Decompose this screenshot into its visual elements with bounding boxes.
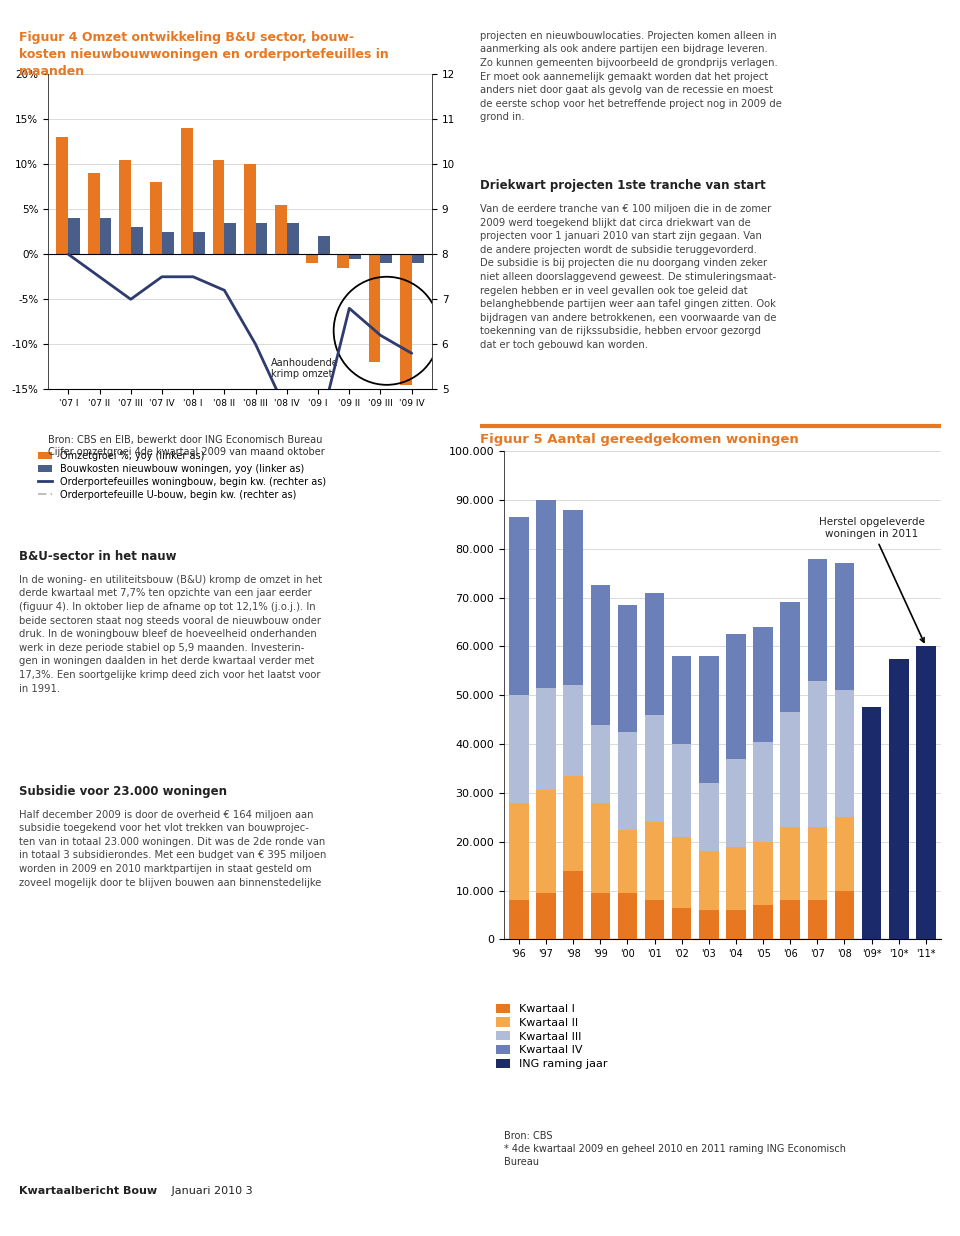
Bar <box>699 656 719 784</box>
Bar <box>400 255 412 384</box>
Bar <box>349 255 361 258</box>
Bar <box>726 759 746 847</box>
Bar <box>537 499 556 688</box>
Text: Driekwart projecten 1ste tranche van start: Driekwart projecten 1ste tranche van sta… <box>480 179 766 193</box>
Bar <box>131 227 143 255</box>
Bar <box>590 724 611 802</box>
Bar <box>617 732 637 829</box>
Text: Aanhoudende
krimp omzet: Aanhoudende krimp omzet <box>272 357 339 379</box>
Bar <box>412 255 423 263</box>
Bar <box>337 255 349 268</box>
Bar <box>181 129 193 255</box>
Bar <box>780 712 800 827</box>
Bar <box>537 892 556 939</box>
Bar <box>834 817 854 890</box>
Bar <box>564 871 583 939</box>
Text: Bron: CBS en EIB, bewerkt door ING Economisch Bureau
Cijfer omzetgroei 4de kwart: Bron: CBS en EIB, bewerkt door ING Econo… <box>48 435 324 456</box>
Bar <box>916 646 936 939</box>
Bar <box>509 900 529 939</box>
Bar <box>369 255 380 362</box>
Bar <box>780 827 800 900</box>
Bar <box>162 231 174 255</box>
Text: In de woning- en utiliteitsbouw (B&U) kromp de omzet in het
derde kwartaal met 7: In de woning- en utiliteitsbouw (B&U) kr… <box>19 575 323 693</box>
Bar <box>862 707 881 939</box>
Bar <box>780 900 800 939</box>
Bar <box>87 173 100 255</box>
Bar <box>68 219 80 255</box>
Bar <box>57 137 68 255</box>
Bar <box>380 255 393 263</box>
Text: Herstel opgeleverde
woningen in 2011: Herstel opgeleverde woningen in 2011 <box>819 518 924 643</box>
Bar <box>590 892 611 939</box>
Bar <box>889 659 908 939</box>
Bar <box>193 231 205 255</box>
Bar <box>726 847 746 910</box>
Text: Bron: CBS
* 4de kwartaal 2009 en geheel 2010 en 2011 raming ING Economisch
Burea: Bron: CBS * 4de kwartaal 2009 en geheel … <box>504 1131 846 1167</box>
Text: B&U-sector in het nauw: B&U-sector in het nauw <box>19 550 177 564</box>
Bar <box>509 695 529 802</box>
Bar <box>617 829 637 892</box>
Bar <box>807 559 828 681</box>
Bar <box>509 802 529 900</box>
Bar <box>275 205 287 255</box>
Bar <box>306 255 318 263</box>
Bar <box>672 656 691 744</box>
Bar <box>645 822 664 900</box>
Bar <box>754 842 773 905</box>
Bar <box>255 222 268 255</box>
Bar <box>645 714 664 822</box>
Bar <box>100 219 111 255</box>
Bar <box>617 604 637 732</box>
Bar <box>244 164 255 255</box>
Text: projecten en nieuwbouwlocaties. Projecten komen alleen in
aanmerking als ook and: projecten en nieuwbouwlocaties. Projecte… <box>480 31 781 122</box>
Bar <box>672 907 691 939</box>
Bar <box>862 890 881 939</box>
Bar <box>537 791 556 892</box>
Bar <box>564 776 583 871</box>
Bar <box>645 593 664 714</box>
Bar <box>754 905 773 939</box>
Bar <box>645 900 664 939</box>
Legend: Omzetgroei %, yoy (linker as), Bouwkosten nieuwbouw woningen, yoy (linker as), O: Omzetgroei %, yoy (linker as), Bouwkoste… <box>37 451 326 499</box>
Bar <box>780 602 800 712</box>
Text: Figuur 4 Omzet ontwikkeling B&U sector, bouw-
kosten nieuwbouwwoningen en orderp: Figuur 4 Omzet ontwikkeling B&U sector, … <box>19 31 389 78</box>
Bar <box>590 586 611 724</box>
Bar <box>834 691 854 817</box>
Bar <box>564 509 583 686</box>
Bar <box>537 688 556 791</box>
Bar <box>699 852 719 910</box>
Bar <box>699 910 719 939</box>
Bar <box>212 159 225 255</box>
Text: Van de eerdere tranche van € 100 miljoen die in de zomer
2009 werd toegekend bli: Van de eerdere tranche van € 100 miljoen… <box>480 204 777 350</box>
Bar <box>754 742 773 842</box>
Text: Half december 2009 is door de overheid € 164 miljoen aan
subsidie toegekend voor: Half december 2009 is door de overheid €… <box>19 810 326 887</box>
Bar <box>225 222 236 255</box>
Bar <box>726 910 746 939</box>
Text: Kwartaalbericht Bouw: Kwartaalbericht Bouw <box>19 1187 157 1196</box>
Bar <box>564 686 583 776</box>
Bar <box>590 802 611 892</box>
Text: Januari 2010 3: Januari 2010 3 <box>168 1187 252 1196</box>
Bar <box>699 784 719 852</box>
Bar <box>509 517 529 695</box>
Bar <box>617 892 637 939</box>
Bar <box>834 890 854 939</box>
Bar <box>318 236 330 255</box>
Bar <box>807 827 828 900</box>
Bar <box>834 564 854 691</box>
Text: Subsidie voor 23.000 woningen: Subsidie voor 23.000 woningen <box>19 785 228 798</box>
Bar <box>119 159 131 255</box>
Bar <box>672 744 691 837</box>
Bar <box>807 900 828 939</box>
Bar <box>726 634 746 759</box>
Bar <box>150 182 162 255</box>
Bar <box>754 627 773 742</box>
Bar <box>287 222 299 255</box>
Bar <box>672 837 691 907</box>
Bar <box>807 681 828 827</box>
Legend: Kwartaal I, Kwartaal II, Kwartaal III, Kwartaal IV, ING raming jaar: Kwartaal I, Kwartaal II, Kwartaal III, K… <box>496 1004 607 1069</box>
Text: Figuur 5 Aantal gereedgekomen woningen: Figuur 5 Aantal gereedgekomen woningen <box>480 433 799 446</box>
